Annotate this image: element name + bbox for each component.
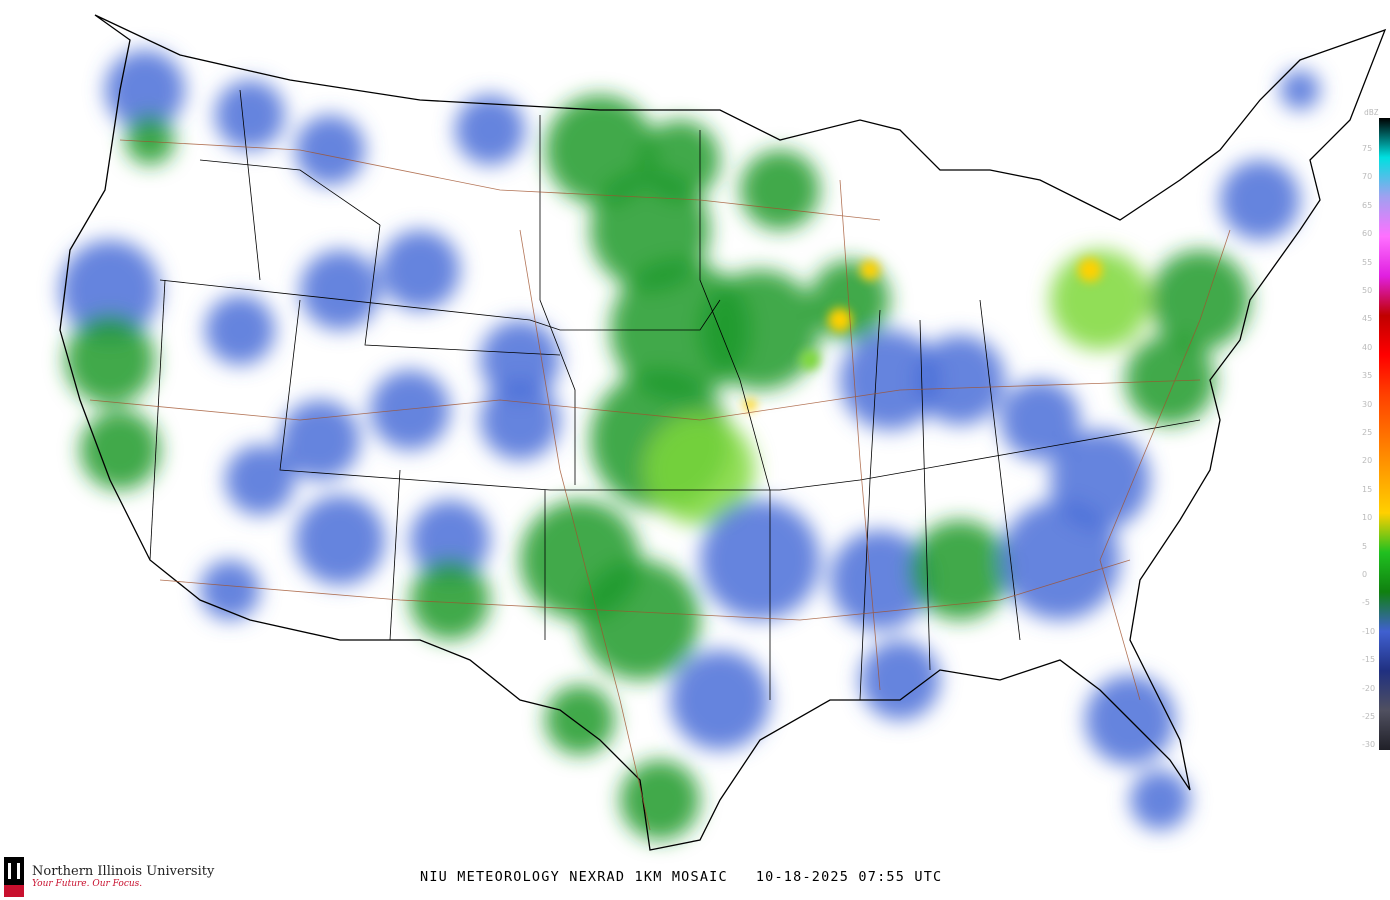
legend-unit: dBZ (1364, 108, 1379, 117)
legend-label: 55 (1362, 257, 1373, 267)
radar-echo (910, 520, 1010, 620)
legend-label: -10 (1362, 626, 1376, 636)
radar-echo (125, 115, 175, 165)
radar-echo (1150, 250, 1250, 350)
niu-logo: Northern Illinois University Your Future… (2, 855, 214, 897)
legend-label: 15 (1362, 484, 1373, 494)
radar-echo (200, 560, 260, 620)
university-name: Northern Illinois University (32, 863, 215, 879)
caption-date: 10-18-2025 (755, 869, 850, 885)
radar-echo (830, 530, 930, 630)
radar-echo (65, 315, 155, 405)
legend-label: 70 (1362, 172, 1373, 182)
map-caption: NIU METEOROLOGY NEXRAD 1KM MOSAIC 10-18-… (420, 869, 942, 885)
legend-label: 60 (1362, 229, 1373, 239)
legend-label: 10 (1362, 513, 1373, 523)
legend-label: 35 (1362, 371, 1373, 381)
radar-echo (1000, 500, 1120, 620)
radar-echo (1220, 160, 1300, 240)
radar-echo (480, 320, 560, 400)
radar-echo (480, 380, 560, 460)
legend-label: -15 (1362, 655, 1376, 665)
legend-label: 40 (1362, 342, 1373, 352)
radar-echo (740, 150, 820, 230)
radar-echo (670, 650, 770, 750)
caption-time: 07:55 UTC (858, 869, 943, 885)
legend-label: 0 (1362, 570, 1368, 579)
radar-echo-heavy (744, 399, 756, 411)
radar-echo (410, 560, 490, 640)
legend-label: 20 (1362, 456, 1373, 466)
radar-echo (215, 80, 285, 150)
legend-label: -5 (1362, 598, 1370, 608)
radar-echo (580, 560, 700, 680)
legend-label: 75 (1362, 144, 1373, 153)
radar-heavy-echoes (744, 258, 1102, 411)
legend-label: 65 (1362, 200, 1373, 210)
radar-echo (1050, 430, 1150, 530)
radar-echo-heavy (1078, 258, 1102, 282)
radar-echo (1130, 770, 1190, 830)
radar-echo (60, 240, 160, 340)
radar-echo (205, 295, 275, 365)
radar-echo (700, 500, 820, 620)
radar-echo (860, 640, 940, 720)
legend-color-bar (1379, 118, 1390, 750)
radar-echo (80, 410, 160, 490)
legend-label: -20 (1362, 683, 1376, 693)
legend-label: 5 (1362, 541, 1368, 551)
radar-echo (295, 495, 385, 585)
university-tagline: Your Future. Our Focus. (32, 878, 143, 889)
legend-label: 45 (1362, 314, 1373, 324)
niu-shield-icon (4, 857, 24, 897)
radar-echo (1050, 250, 1150, 350)
radar-echo (300, 250, 380, 330)
dbz-color-legend: dBZ 75 70 65 60 55 50 45 40 35 30 25 20 15 10 5 0 -5 -10-… (1362, 108, 1390, 750)
radar-echo (105, 50, 185, 130)
legend-label: 50 (1362, 286, 1373, 295)
highways (89, 139, 1231, 831)
legend-label: -30 (1362, 740, 1376, 750)
radar-echoes (60, 50, 1320, 840)
radar-echo (1125, 335, 1215, 425)
legend-label: -25 (1362, 712, 1376, 721)
legend-label: 30 (1362, 399, 1373, 409)
radar-echo (410, 500, 490, 580)
radar-echo (915, 335, 1005, 425)
legend-label: 25 (1362, 428, 1373, 437)
radar-echo (840, 330, 940, 430)
radar-echo (380, 230, 460, 310)
radar-echo (645, 415, 755, 525)
radar-echo (1280, 70, 1320, 110)
radar-echo-heavy (828, 308, 852, 332)
radar-echo (1000, 380, 1080, 460)
state-borders (149, 89, 1201, 701)
radar-echo (700, 270, 820, 390)
radar-echo-heavy (860, 260, 880, 280)
radar-echo (455, 95, 525, 165)
radar-echo-heavy (800, 350, 820, 370)
us-outline (59, 14, 1387, 851)
radar-echo (370, 370, 450, 450)
radar-echo (295, 115, 365, 185)
caption-title: NIU METEOROLOGY NEXRAD 1KM MOSAIC (420, 869, 728, 885)
radar-echo (225, 445, 295, 515)
